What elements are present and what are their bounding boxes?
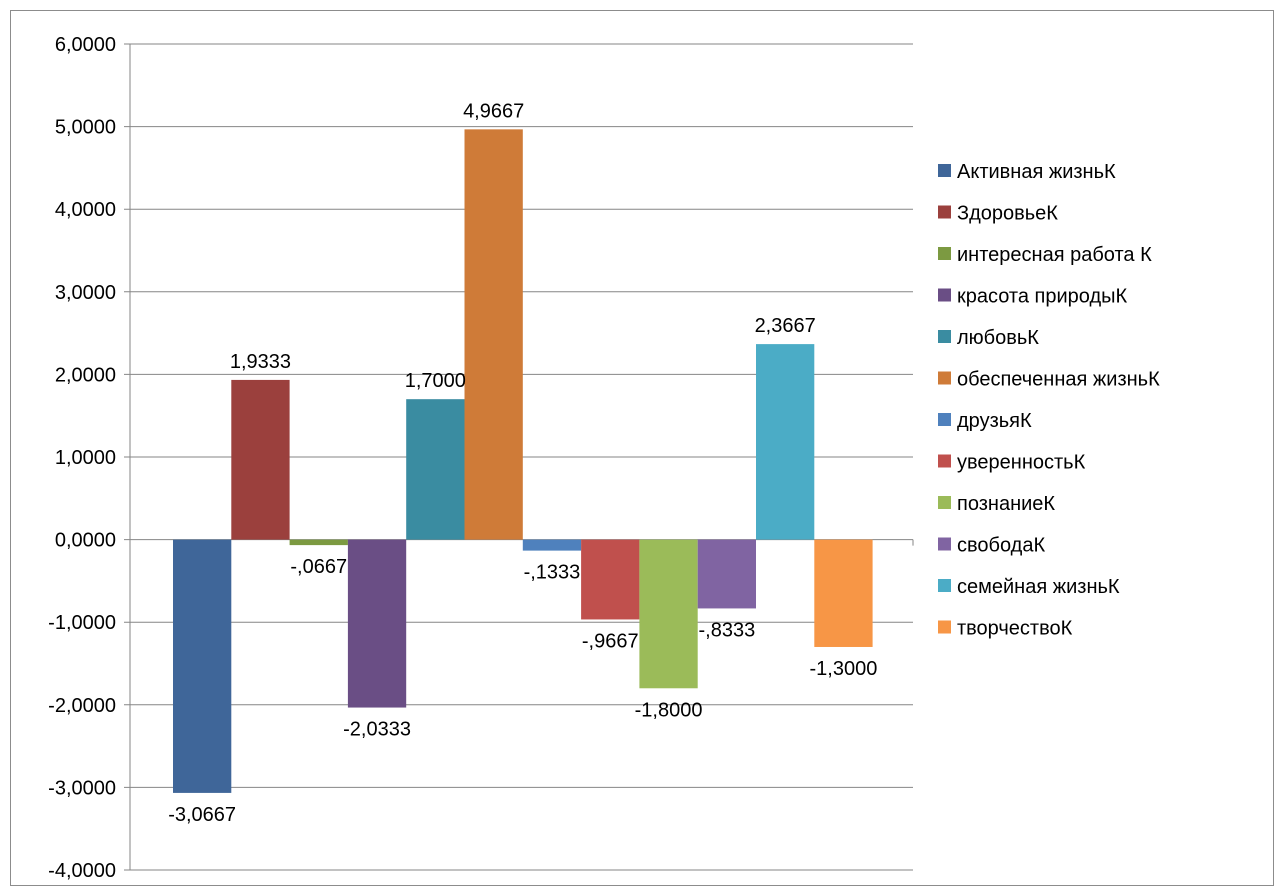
data-label: 2,3667 (755, 315, 816, 337)
bar (464, 129, 523, 540)
legend-swatch (938, 579, 951, 592)
data-label: 1,9333 (230, 351, 291, 373)
y-tick-label: 3,0000 (55, 282, 116, 304)
data-label: -,9667 (582, 630, 639, 652)
bar (581, 539, 640, 620)
legend-label: красота природыК (957, 286, 1127, 308)
y-tick-label: -2,0000 (48, 695, 116, 717)
chart-frame: 6,0000 5,0000 4,0000 3,0000 2,0000 1,0000 0,00… (10, 10, 1274, 886)
legend-swatch (938, 454, 951, 468)
data-label: -,1333 (524, 562, 581, 584)
legend-label: друзьяК (957, 410, 1032, 432)
legend-label: творчествоК (957, 618, 1073, 640)
data-labels: -3,0667 1,9333 -,0667 -2,0333 1,7000 4,9667 -,… (168, 100, 877, 826)
bar (289, 539, 348, 546)
bar (756, 344, 815, 540)
y-tick-label: 2,0000 (55, 364, 116, 386)
legend-swatch (938, 205, 951, 219)
y-tick-label: 5,0000 (55, 117, 116, 139)
legend-label: Активная жизньК (957, 161, 1116, 183)
y-tick-label: -3,0000 (48, 777, 116, 799)
bar (231, 379, 290, 540)
y-axis: 6,0000 5,0000 4,0000 3,0000 2,0000 1,0000 0,00… (48, 34, 914, 882)
bar (639, 539, 698, 689)
y-tick-label: -4,0000 (48, 860, 116, 882)
legend-label: семейная жизньК (957, 576, 1120, 598)
legend-swatch (938, 247, 951, 260)
legend-label: любовьК (957, 327, 1039, 349)
data-label: -1,8000 (635, 699, 703, 721)
data-label: -1,3000 (810, 658, 878, 680)
bar-chart: 6,0000 5,0000 4,0000 3,0000 2,0000 1,0000 0,00… (48, 34, 1160, 882)
y-tick-label: 4,0000 (55, 199, 116, 221)
legend-swatch (938, 288, 951, 302)
legend-swatch (938, 413, 951, 426)
legend-label: познаниеК (957, 493, 1055, 515)
bar (347, 539, 407, 708)
legend-label: ЗдоровьеК (957, 203, 1058, 225)
y-tick-label: 1,0000 (55, 447, 116, 469)
data-label: -2,0333 (343, 719, 411, 741)
data-label: -,8333 (698, 619, 755, 641)
legend-swatch (938, 371, 951, 385)
bars (173, 129, 873, 793)
bar (697, 539, 756, 609)
y-tick-label: -1,0000 (48, 612, 116, 634)
bar (406, 399, 465, 540)
bar (814, 539, 873, 647)
legend: Активная жизньК ЗдоровьеК интересная работ… (938, 161, 1160, 640)
data-label: 4,9667 (463, 100, 524, 122)
data-label: 1,7000 (405, 370, 466, 392)
bar (522, 539, 582, 551)
data-label: -3,0667 (168, 804, 236, 826)
legend-swatch (938, 537, 951, 551)
data-label: -,0667 (290, 556, 347, 578)
legend-swatch (938, 496, 951, 509)
legend-label: обеспеченная жизньК (957, 369, 1160, 391)
bar (173, 539, 232, 793)
y-tick-label: 0,0000 (55, 530, 116, 552)
legend-swatch (938, 164, 951, 177)
legend-label: уверенностьК (957, 452, 1086, 474)
legend-label: свободаК (957, 535, 1045, 557)
legend-label: интересная работа К (957, 244, 1152, 266)
legend-swatch (938, 330, 951, 343)
y-tick-label: 6,0000 (55, 34, 116, 56)
legend-swatch (938, 620, 951, 634)
